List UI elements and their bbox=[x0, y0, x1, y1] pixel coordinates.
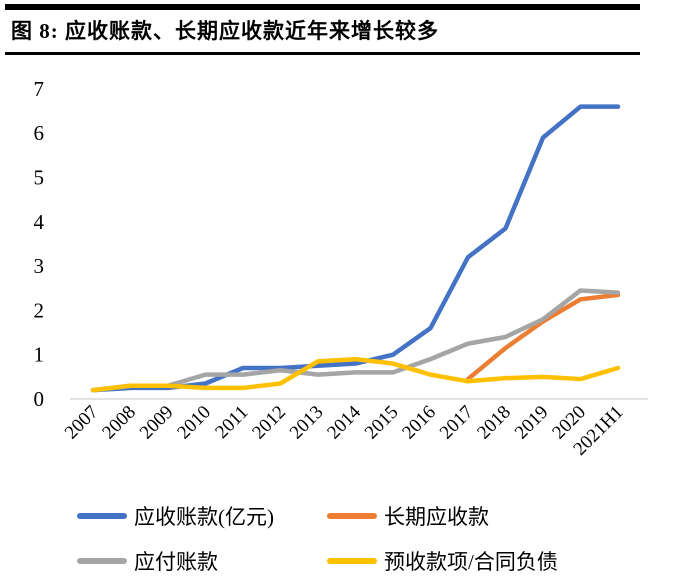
y-tick-label: 4 bbox=[34, 210, 45, 234]
y-tick-label: 5 bbox=[34, 166, 45, 190]
y-tick-label: 1 bbox=[34, 343, 45, 367]
legend-item-payables: 应付账款 bbox=[77, 546, 327, 576]
x-tick-label: 2018 bbox=[473, 402, 515, 444]
x-tick-label: 2014 bbox=[323, 401, 365, 443]
series-line-0 bbox=[90, 104, 621, 393]
x-tick-label: 2019 bbox=[511, 402, 553, 444]
x-tick-label: 2011 bbox=[211, 402, 252, 443]
legend-label: 应付账款 bbox=[134, 550, 218, 574]
y-tick-label: 2 bbox=[34, 298, 45, 322]
x-tick-label: 2015 bbox=[361, 402, 403, 444]
y-tick-label: 7 bbox=[34, 77, 45, 101]
y-tick-label: 3 bbox=[34, 254, 45, 278]
figure-title-block: 图 8: 应收账款、长期应收款近年来增长较多 bbox=[5, 4, 640, 55]
legend-swatch bbox=[77, 513, 127, 519]
legend-item-advances: 预收款项/合同负债 bbox=[327, 546, 558, 576]
x-tick-label: 2010 bbox=[173, 402, 215, 444]
legend-item-longterm-receivables: 长期应收款 bbox=[327, 501, 558, 531]
chart-legend: 应收账款(亿元) 长期应收款 应付账款 预收款项/合同负债 bbox=[77, 501, 558, 576]
y-tick-label: 0 bbox=[34, 387, 45, 411]
x-tick-label: 2008 bbox=[98, 402, 140, 444]
x-tick-label: 2012 bbox=[248, 402, 290, 444]
series-line-2 bbox=[90, 288, 621, 393]
legend-label: 长期应收款 bbox=[384, 505, 489, 529]
legend-label: 应收账款(亿元) bbox=[134, 505, 274, 529]
legend-swatch bbox=[327, 558, 377, 564]
x-tick-label: 2009 bbox=[136, 402, 178, 444]
figure-title: 图 8: 应收账款、长期应收款近年来增长较多 bbox=[11, 19, 439, 43]
legend-item-receivables: 应收账款(亿元) bbox=[77, 501, 327, 531]
x-tick-label: 2017 bbox=[436, 402, 478, 444]
legend-swatch bbox=[77, 558, 127, 564]
legend-swatch bbox=[327, 513, 377, 519]
x-tick-label: 2013 bbox=[286, 402, 328, 444]
line-chart: 0 1 2 3 4 5 6 7 20072008200920102011201220132014… bbox=[34, 77, 648, 460]
y-tick-label: 6 bbox=[34, 121, 45, 145]
series-line-3 bbox=[90, 356, 621, 393]
legend-label: 预收款项/合同负债 bbox=[384, 550, 558, 574]
x-tick-label: 2007 bbox=[61, 402, 103, 444]
x-tick-label: 2016 bbox=[398, 402, 440, 444]
series-line-1 bbox=[465, 292, 621, 382]
